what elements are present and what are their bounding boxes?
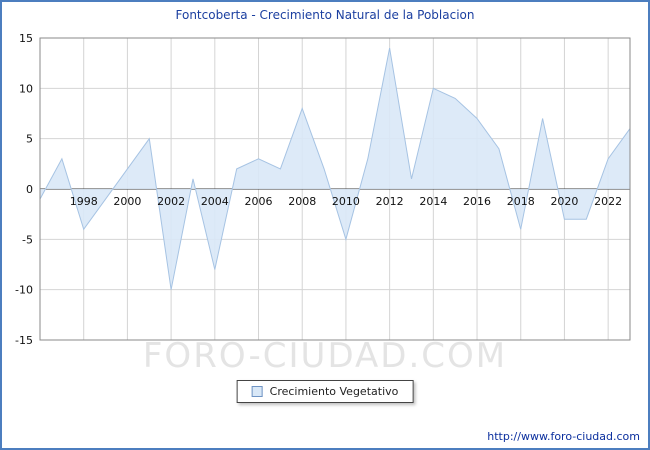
x-tick-label: 2014 <box>419 195 447 208</box>
chart-title: Fontcoberta - Crecimiento Natural de la … <box>175 8 475 22</box>
data-line <box>39 48 631 290</box>
x-tick-label: 2016 <box>463 195 491 208</box>
x-tick-label: 2000 <box>113 195 141 208</box>
legend-box: Crecimiento Vegetativo <box>236 380 414 403</box>
x-tick-label: 1998 <box>70 195 98 208</box>
plot-border <box>39 37 631 341</box>
legend-label: Crecimiento Vegetativo <box>269 385 399 398</box>
x-tick-label: 2018 <box>507 195 535 208</box>
x-tick-label: 2004 <box>201 195 229 208</box>
area-fill <box>40 48 630 290</box>
x-tick-label: 2020 <box>550 195 578 208</box>
y-tick-label: 5 <box>26 133 33 146</box>
x-tick-label: 2022 <box>594 195 622 208</box>
x-tick-label: 2002 <box>157 195 185 208</box>
y-tick-label: -10 <box>15 284 33 297</box>
x-tick-label: 2010 <box>332 195 360 208</box>
y-tick-label: -5 <box>22 233 33 246</box>
y-tick-label: -15 <box>15 334 33 347</box>
x-tick-label: 2006 <box>245 195 273 208</box>
footer-url[interactable]: http://www.foro-ciudad.com <box>487 430 640 443</box>
x-tick-label: 2008 <box>288 195 316 208</box>
y-tick-label: 10 <box>19 82 33 95</box>
legend-marker-icon <box>251 386 263 397</box>
x-tick-label: 2012 <box>376 195 404 208</box>
y-tick-label: 0 <box>26 183 33 196</box>
y-tick-label: 15 <box>19 32 33 45</box>
